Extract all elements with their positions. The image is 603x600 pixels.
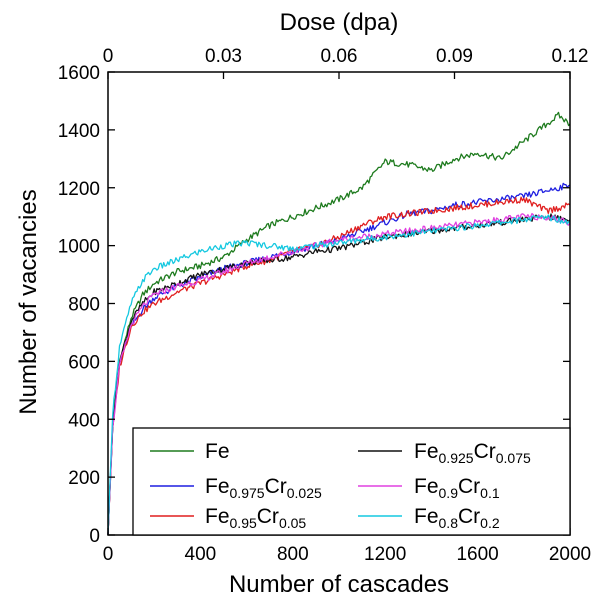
y-tick-label-4: 800 — [68, 295, 100, 316]
legend: Fe Fe0.975Cr0.025 Fe0.95Cr0.05 Fe0.925Cr0.0… — [132, 427, 571, 536]
y-tick-label-0: 0 — [89, 526, 100, 547]
legend-label-2: Fe0.95Cr0.05 — [205, 505, 306, 531]
legend-label-0: Fe — [205, 440, 230, 463]
x2-tick-label-4: 0.12 — [552, 46, 589, 67]
x-axis-title: Number of cascades — [229, 571, 449, 598]
legend-label-1: Fe0.975Cr0.025 — [205, 475, 322, 501]
y-tick-label-2: 400 — [68, 410, 100, 431]
y-tick-label-1: 200 — [68, 468, 100, 489]
y-tick-label-5: 1000 — [58, 237, 100, 258]
x2-tick-label-2: 0.06 — [321, 46, 358, 67]
y-tick-label-3: 600 — [68, 352, 100, 373]
axes-layer: 0 400 800 1200 1600 2000 0 200 400 600 800 1000 1200… — [58, 46, 591, 565]
y-tick-label-7: 1400 — [58, 121, 100, 142]
x2-tick-label-0: 0 — [103, 46, 114, 67]
x-tick-label-2: 800 — [277, 544, 309, 565]
series-line-2 — [107, 196, 571, 536]
x2-axis-title: Dose (dpa) — [280, 9, 399, 36]
legend-label-5: Fe0.8Cr0.2 — [414, 505, 500, 531]
x-tick-label-4: 1600 — [456, 544, 498, 565]
legend-label-3: Fe0.925Cr0.075 — [414, 440, 531, 466]
x-tick-label-0: 0 — [103, 544, 114, 565]
series-line-3 — [107, 213, 571, 536]
y-tick-label-6: 1200 — [58, 179, 100, 200]
series-line-5 — [107, 214, 571, 536]
x2-tick-label-1: 0.03 — [205, 46, 242, 67]
legend-label-4: Fe0.9Cr0.1 — [414, 475, 500, 501]
y-tick-label-8: 1600 — [58, 63, 100, 84]
y-axis-title: Number of vacancies — [15, 189, 42, 414]
x-tick-label-5: 2000 — [549, 544, 591, 565]
x-tick-label-1: 400 — [185, 544, 217, 565]
x2-tick-label-3: 0.09 — [436, 46, 473, 67]
x-tick-label-3: 1200 — [364, 544, 406, 565]
series-line-0 — [107, 111, 571, 536]
legend-box — [132, 427, 571, 536]
series-layer — [107, 111, 571, 536]
